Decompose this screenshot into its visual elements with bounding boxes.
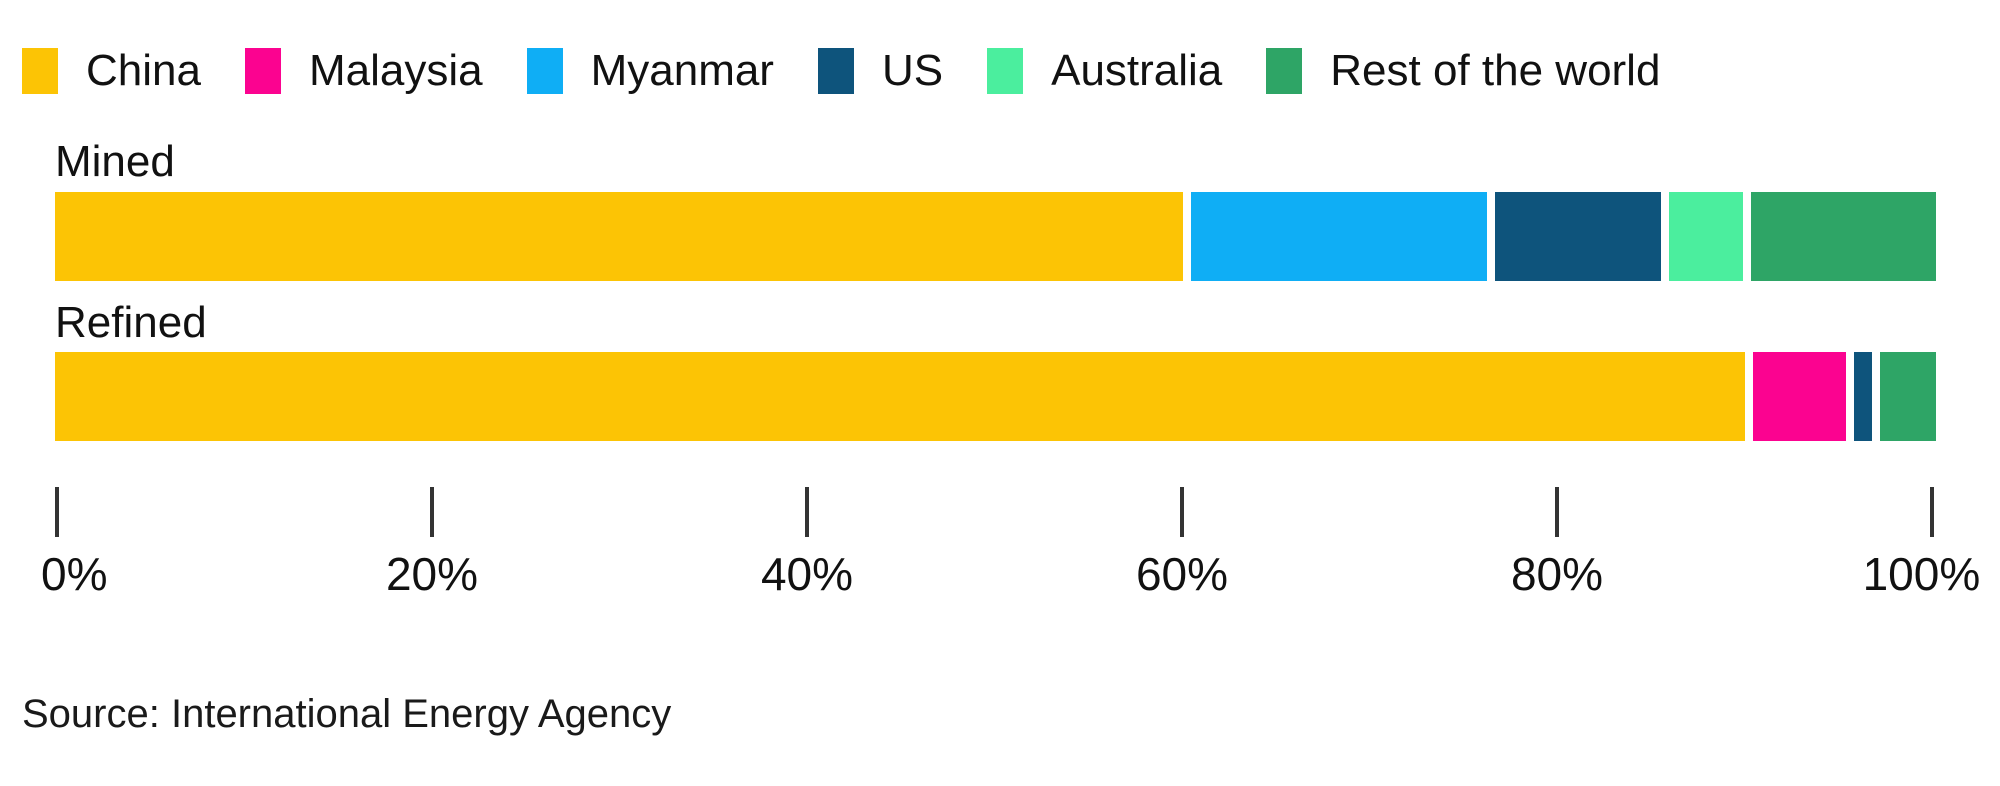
legend-item-malaysia: Malaysia [244,46,483,95]
axis-tick-label-80: 80% [1510,548,1604,600]
bar-label-mined: Mined [55,137,175,186]
bar-mined-segment-australia [1669,192,1744,281]
bar-refined-segment-rest-of-the-world [1880,352,1936,441]
axis-tick-label-20: 20% [385,548,479,600]
axis-tick-label-100: 100% [1862,548,1981,600]
axis-tick-100 [1930,487,1934,537]
bar-refined-segment-us [1853,352,1873,441]
legend-label-malaysia: Malaysia [308,46,483,95]
axis-tick-label-60: 60% [1135,548,1229,600]
legend-label-australia: Australia [1051,46,1223,95]
legend-swatch-icon-rest-of-the-world [1266,48,1303,94]
axis-tick-80 [1555,487,1559,537]
legend-swatch-icon-australia [987,48,1024,94]
axis-tick-label-0: 0% [41,548,108,600]
axis-tick-40 [805,487,809,537]
source-note: Source: International Energy Agency [22,692,672,736]
axis-tick-60 [1180,487,1184,537]
bar-refined-segment-china [55,352,1745,441]
legend-item-us: US [817,46,944,95]
bar-mined-segment-myanmar [1190,192,1487,281]
legend-item-rest-of-the-world: Rest of the world [1266,48,1660,94]
legend-item-myanmar: Myanmar [526,46,774,95]
axis-tick-0 [55,487,59,537]
legend-label-rest-of-the-world: Rest of the world [1330,46,1661,95]
legend-swatch-icon-china [22,48,58,94]
legend-swatch-icon-us [817,48,854,94]
legend-item-china: China [22,48,201,94]
legend-swatch-icon-myanmar [526,48,563,94]
bar-mined-segment-rest-of-the-world [1751,192,1936,281]
bar-refined-segment-malaysia [1752,352,1846,441]
legend-swatch-icon-malaysia [244,48,281,94]
axis-tick-label-40: 40% [760,548,854,600]
legend-item-australia: Australia [987,48,1222,94]
bar-mined-segment-china [55,192,1183,281]
bar-label-refined: Refined [55,298,207,347]
bar-mined-segment-us [1494,192,1662,281]
legend-label-myanmar: Myanmar [590,46,774,95]
bar-mined [55,192,1936,281]
legend-label-us: US [881,46,944,95]
legend-label-china: China [86,46,201,95]
bar-refined [55,352,1936,441]
chart-legend: China Malaysia Myanmar US Australia Rest of t… [22,48,1660,94]
axis-tick-20 [430,487,434,537]
